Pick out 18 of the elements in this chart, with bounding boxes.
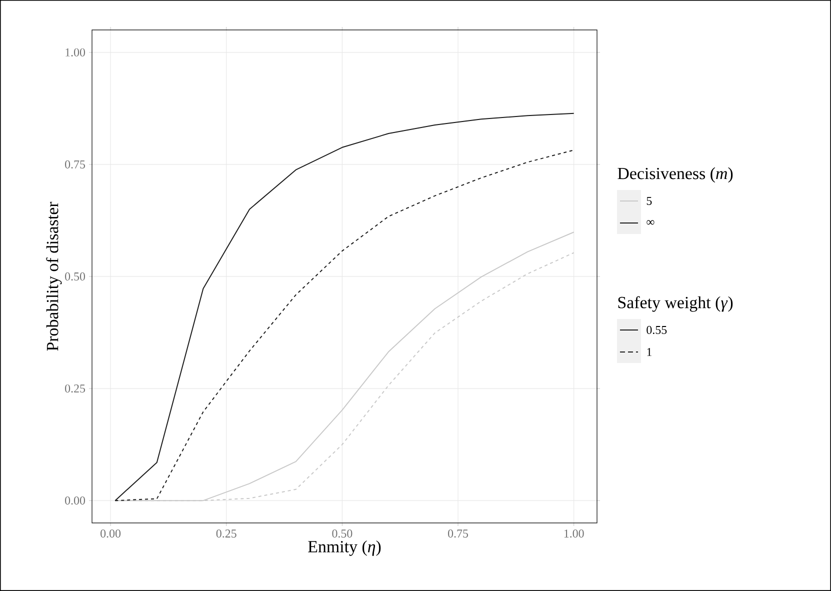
text: 5 [646, 197, 652, 205]
y-tick-label: 0.00 [65, 496, 86, 505]
legend-title: Decisiveness (m) [618, 167, 733, 183]
y-tick-label: 0.25 [65, 384, 86, 393]
x-tick-label: 1.00 [564, 530, 584, 538]
y-axis-title: Probability of disaster [46, 202, 62, 351]
x-axis-title: Enmity (η) [308, 540, 381, 556]
y-tick-label: 0.75 [65, 160, 86, 168]
text: 0.55 [646, 326, 667, 334]
text: Safety weight (γ) [618, 296, 733, 312]
text: ∞ [646, 220, 654, 225]
y-tick-label: 1.00 [66, 48, 86, 56]
x-tick-label: 0.50 [332, 530, 352, 538]
text: 1 [647, 348, 652, 356]
x-tick-label: 0.75 [448, 530, 468, 538]
x-tick-label: 0.25 [216, 530, 236, 538]
y-tick-label: 0.50 [65, 272, 86, 281]
x-tick-label: 0.00 [100, 530, 121, 538]
